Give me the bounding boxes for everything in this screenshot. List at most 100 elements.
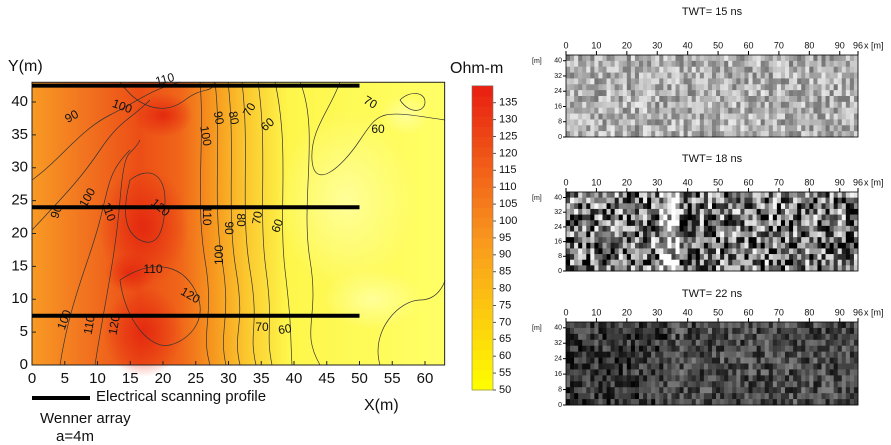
radargram-cell [688,215,692,221]
radargram-cell [615,84,619,90]
radargram-cell [582,198,586,204]
radargram-cell [574,96,578,102]
radargram-cell [822,198,826,204]
radargram-cell [639,393,643,399]
radargram-cell [736,340,740,346]
radargram-cell [781,67,785,73]
radargram-cell [594,265,598,271]
radargram-cell [582,192,586,198]
radargram-cell [611,328,615,334]
radargram-cell [785,102,789,108]
radargram-cell [696,73,700,79]
radargram-cell [635,102,639,108]
radargram-cell [826,358,830,364]
radargram-cell [801,243,805,249]
radargram-cell [639,119,643,125]
radargram-cell [651,90,655,96]
radargram-cell [627,84,631,90]
radargram-cell [753,96,757,102]
radargram-cell [607,61,611,67]
radargram-cell [724,131,728,137]
radargram-cell [793,334,797,340]
radargram-cell [676,131,680,137]
radargram-cell [647,108,651,114]
radargram-cell [740,67,744,73]
radargram-cell [846,358,850,364]
radargram-cell [570,358,574,364]
radargram-cell [801,260,805,266]
radargram-cell [647,215,651,221]
radargram-cell [688,96,692,102]
contour-label: 90 [211,110,227,126]
radargram-cell [773,78,777,84]
radargram-cell [643,78,647,84]
radargram-cell [627,108,631,114]
radargram-cell [696,328,700,334]
radargram-cell [740,328,744,334]
radargram-cell [680,387,684,393]
radargram-cell [651,322,655,328]
radargram-cell [797,215,801,221]
radargram-cell [574,243,578,249]
radargram-cell [789,381,793,387]
radargram-cell [785,198,789,204]
colorbar-segment [472,268,493,279]
radargram-cell [797,131,801,137]
radargram-cell [643,369,647,375]
radargram-cell [813,226,817,232]
radargram-cell [598,114,602,120]
radargram-cell [603,131,607,137]
radargram-cell [696,108,700,114]
radargram-cell [850,192,854,198]
radargram-cell [789,352,793,358]
radargram-cell [834,102,838,108]
radargram-cell [793,260,797,266]
radargram-cell [753,125,757,131]
radargram-cell [736,55,740,61]
radargram-cell [590,260,594,266]
radargram-cell [850,119,854,125]
radargram-cell [740,131,744,137]
radargram-cell [728,369,732,375]
radargram-cell [688,381,692,387]
radargram-cell [680,73,684,79]
radargram-cell [712,114,716,120]
x-unit: x [m] [864,307,884,317]
radargram-cell [688,55,692,61]
radargram-cell [769,198,773,204]
radargram-cell [789,203,793,209]
radargram-cell [797,209,801,215]
radargram-cell [692,226,696,232]
radargram-cell [635,215,639,221]
radargram-cell [570,237,574,243]
radargram-cell [688,364,692,370]
radargram-cell [797,399,801,405]
radargram-cell [582,102,586,108]
radargram-cell [598,192,602,198]
radargram-cell [769,393,773,399]
radargram-cell [769,108,773,114]
radargram-cell [623,265,627,271]
radargram-cell [761,265,765,271]
radargram-cell [627,393,631,399]
radargram-cell [749,352,753,358]
radargram-cell [732,328,736,334]
radargram-cell [805,328,809,334]
radargram-cell [582,364,586,370]
radargram-cell [769,67,773,73]
radargram-cell [615,55,619,61]
radargram-cell [797,340,801,346]
radargram-cell [570,102,574,108]
legend-text: Electrical scanning profile [96,388,266,405]
radargram-cell [570,96,574,102]
radargram-cell [603,209,607,215]
radargram-cell [801,265,805,271]
radargram-cell [603,55,607,61]
radargram-cell [598,102,602,108]
radargram-cell [659,220,663,226]
radargram-cell [753,254,757,260]
radargram-cell [822,322,826,328]
radargram-cell [692,322,696,328]
radargram-cell [789,226,793,232]
radargram-cell [716,78,720,84]
